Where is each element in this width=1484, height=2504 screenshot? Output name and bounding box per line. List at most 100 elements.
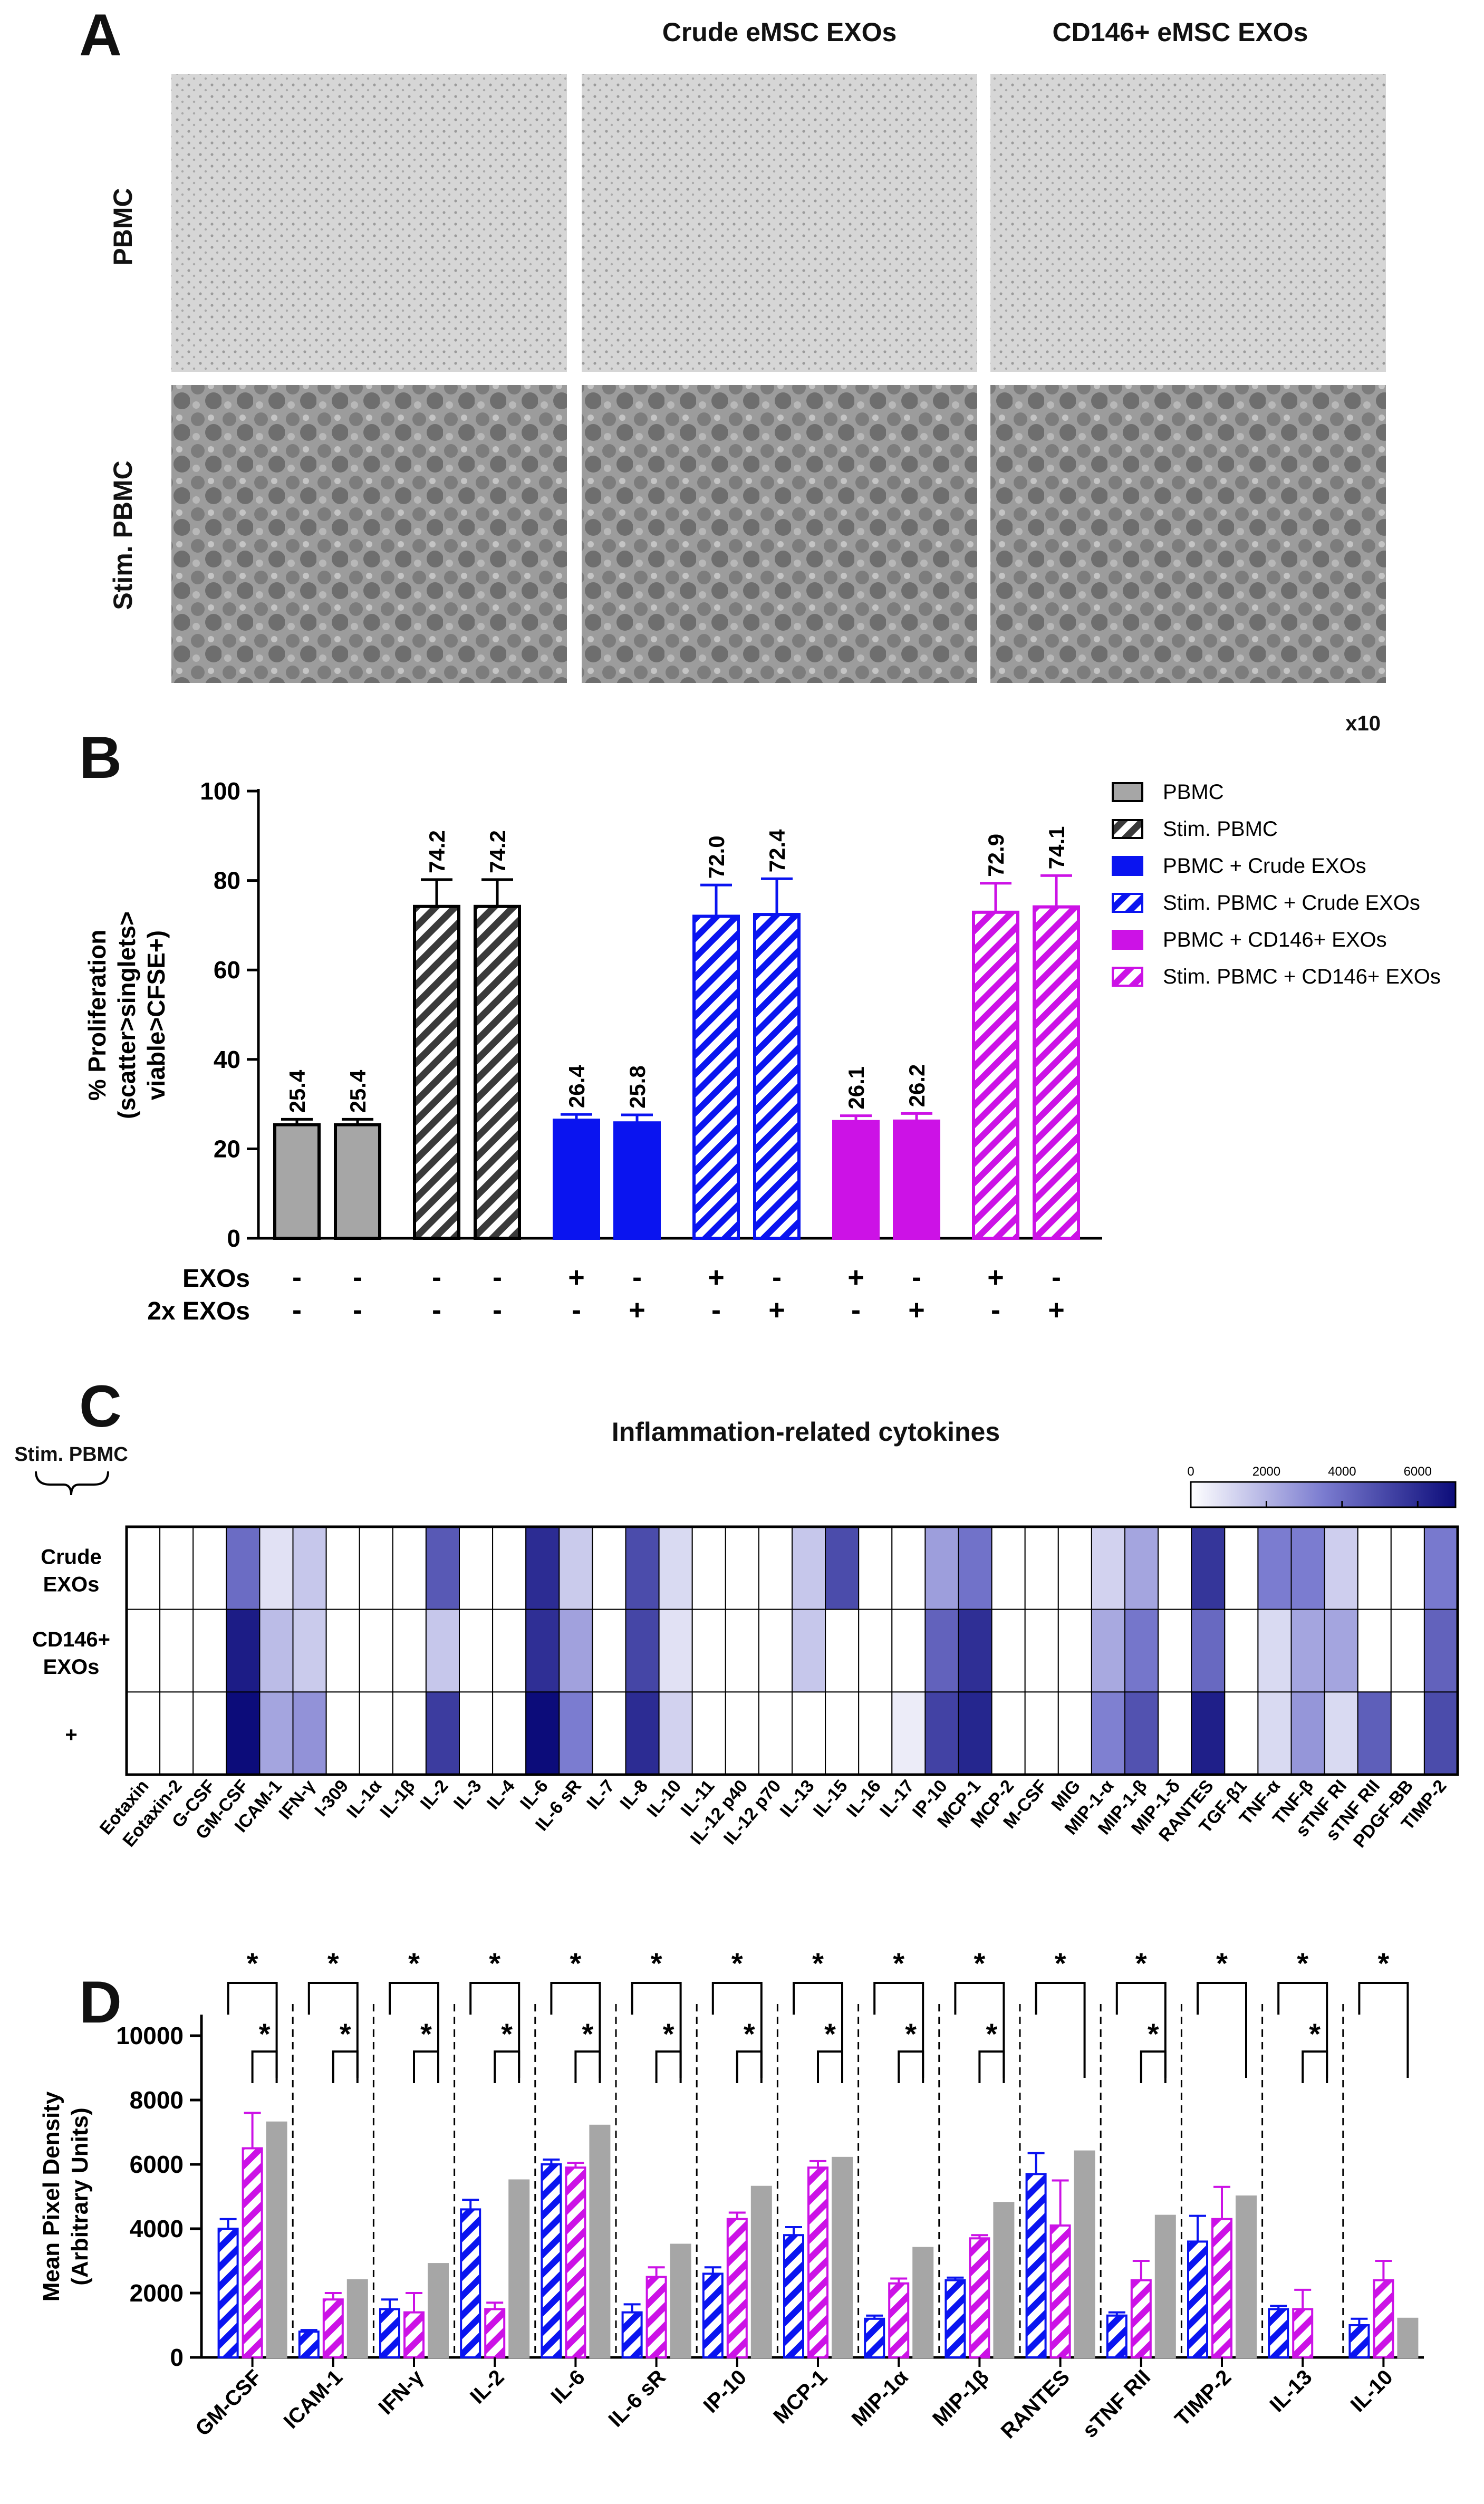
heatmap-cell: [1324, 1609, 1358, 1693]
d-outer-star: *: [651, 1947, 662, 1980]
heatmap-column-label: IL-16: [843, 1776, 885, 1821]
micrograph-pbmc-crude: [582, 74, 977, 372]
d-inner-bracket: [574, 2050, 601, 2083]
colorbar-tick-label: 4000: [1328, 1465, 1356, 1479]
heatmap-cell: [192, 1691, 227, 1775]
d-bar: [645, 2276, 667, 2358]
b-value-label: 26.1: [844, 1066, 869, 1110]
heatmap-cell: [658, 1526, 693, 1610]
colorbar-tick-label: 0: [1187, 1465, 1194, 1479]
heatmap-column-label: IL-1α: [343, 1776, 386, 1822]
b-legend-swatch: [1112, 856, 1143, 876]
heatmap-side-brace: [35, 1471, 109, 1496]
d-outer-star: *: [489, 1947, 500, 1980]
heatmap-cell: [459, 1526, 494, 1610]
d-bar: [783, 2234, 804, 2359]
d-inner-star: *: [824, 2017, 836, 2050]
d-bar: [1049, 2224, 1071, 2358]
heatmap-cell: [1390, 1609, 1425, 1693]
b-value-label: 74.2: [485, 830, 510, 873]
heatmap-cell: [558, 1526, 593, 1610]
micrograph-pbmc: [171, 74, 567, 372]
d-outer-bracket: [227, 1982, 278, 2078]
d-bar: [1292, 2308, 1314, 2358]
b-bar: [1033, 905, 1080, 1240]
heatmap-cell: [792, 1526, 826, 1610]
panel-b-letter: B: [79, 725, 122, 791]
heatmap-column-labels: EotaxinEotaxin-2G-CSFGM-CSFICAM-1IFN-γI-…: [96, 1776, 1451, 1852]
heatmap-cell: [1257, 1526, 1292, 1610]
b-value-label: 25.4: [285, 1070, 310, 1113]
heatmap-cell: [924, 1609, 959, 1693]
d-inner-bracket: [1140, 2050, 1167, 2083]
d-y-tick-label: 0: [170, 2344, 184, 2371]
heatmap-cell: [1124, 1609, 1159, 1693]
b-legend-label: PBMC + CD146+ EXOs: [1163, 928, 1387, 951]
heatmap-cell: [1057, 1691, 1092, 1775]
heatmap-cell: [1290, 1691, 1325, 1775]
b-table-symbol: +: [1048, 1294, 1065, 1326]
heatmap-cell: [292, 1526, 327, 1610]
heatmap-cell: [292, 1609, 327, 1693]
d-bar: [1348, 2324, 1370, 2358]
heatmap-column-label: IL-4: [483, 1776, 519, 1814]
b-table-symbol: -: [353, 1294, 362, 1326]
d-inner-bracket: [817, 2050, 843, 2083]
d-outer-star: *: [408, 1947, 420, 1980]
heatmap-cell: [525, 1609, 560, 1693]
d-inner-star: *: [986, 2017, 998, 2050]
d-outer-bracket: [1035, 1982, 1086, 2078]
heatmap-cell: [1290, 1609, 1325, 1693]
heatmap-column-label: IL-3: [450, 1776, 486, 1814]
d-inner-bracket: [413, 2050, 439, 2083]
heatmap-cell: [425, 1526, 460, 1610]
d-outer-star: *: [1378, 1947, 1390, 1980]
panel-c: C Stim. PBMC Inflammation-related cytoki…: [14, 1373, 1459, 1852]
d-bar: [298, 2330, 320, 2359]
heatmap-cell: [658, 1691, 693, 1775]
heatmap-cell: [459, 1691, 494, 1775]
d-bar: [1106, 2314, 1128, 2359]
heatmap-cell: [159, 1691, 194, 1775]
d-outer-bracket: [469, 1982, 521, 2078]
d-bar: [379, 2308, 400, 2358]
d-inner-star: *: [420, 2017, 432, 2050]
panel-a-col-header-3: CD146+ eMSC EXOs: [1053, 17, 1308, 47]
d-bar: [217, 2228, 239, 2358]
heatmap-border: [125, 1525, 1459, 1776]
heatmap-cell: [192, 1609, 227, 1693]
b-y-tick-label: 40: [214, 1046, 240, 1073]
heatmap-cell: [1191, 1691, 1226, 1775]
heatmap-cell: [558, 1691, 593, 1775]
heatmap-column-label: IL-10: [643, 1776, 685, 1821]
heatmap-cell: [1158, 1691, 1192, 1775]
heatmap-cell: [558, 1609, 593, 1693]
heatmap-cell: [758, 1526, 793, 1610]
b-table-symbol: -: [353, 1261, 362, 1293]
heatmap-cell: [825, 1691, 860, 1775]
heatmap-cell: [1290, 1526, 1325, 1610]
panel-d-letter: D: [79, 1969, 122, 2035]
heatmap-row-label: EXOs: [43, 1573, 100, 1596]
heatmap-cell: [1191, 1609, 1226, 1693]
b-table-symbol: -: [493, 1261, 502, 1293]
heatmap-cell: [126, 1691, 161, 1775]
heatmap-cell: [1158, 1609, 1192, 1693]
b-table-symbol: +: [987, 1261, 1004, 1293]
d-inner-star: *: [744, 2017, 755, 2050]
heatmap-cell: [958, 1609, 992, 1693]
heatmap-cell: [1024, 1609, 1059, 1693]
d-bar: [1154, 2214, 1176, 2359]
heatmap-cell: [226, 1526, 261, 1610]
d-category-label: IL-6 sR: [604, 2365, 670, 2431]
heatmap-cell: [1390, 1691, 1425, 1775]
heatmap-cell: [292, 1691, 327, 1775]
b-table-symbol: +: [908, 1294, 925, 1326]
d-bar: [428, 2263, 449, 2359]
d-category-label: RANTES: [997, 2365, 1074, 2443]
d-outer-bracket: [631, 1982, 682, 2078]
heatmap-cell: [792, 1609, 826, 1693]
d-y-tick-label: 8000: [130, 2086, 184, 2114]
micrograph-stim-pbmc-crude: [582, 385, 977, 683]
d-category-label: IL-10: [1346, 2365, 1398, 2416]
